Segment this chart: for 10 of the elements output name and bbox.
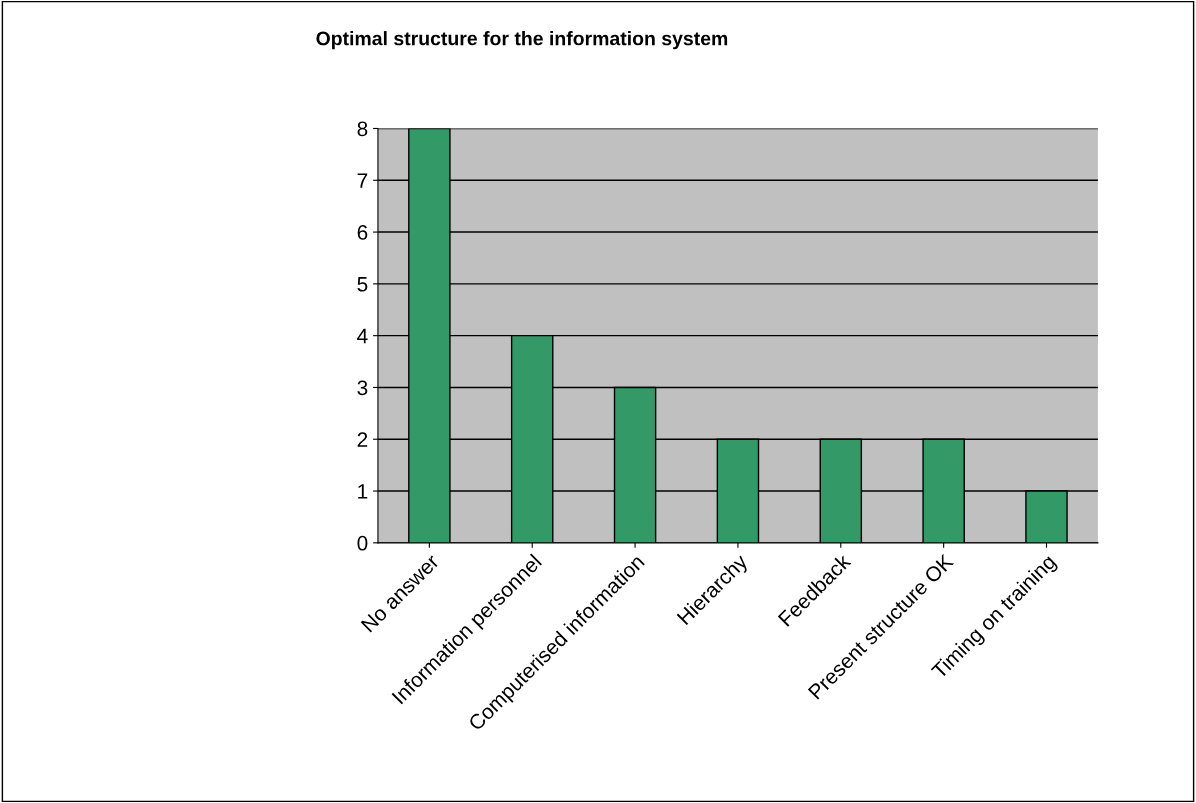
chart-title: Optimal structure for the information system [316, 31, 728, 50]
y-tick-label: 1 [358, 484, 368, 499]
y-tick-label: 6 [357, 225, 368, 240]
y-tick-label: 8 [357, 121, 368, 137]
y-tick-label: 3 [357, 380, 368, 396]
y-tick-label: 7 [357, 173, 368, 188]
y-tick-label: 0 [357, 535, 368, 551]
y-tick-label: 2 [357, 432, 368, 447]
y-tick-label: 5 [357, 277, 368, 292]
y-tick-label: 4 [357, 328, 368, 344]
